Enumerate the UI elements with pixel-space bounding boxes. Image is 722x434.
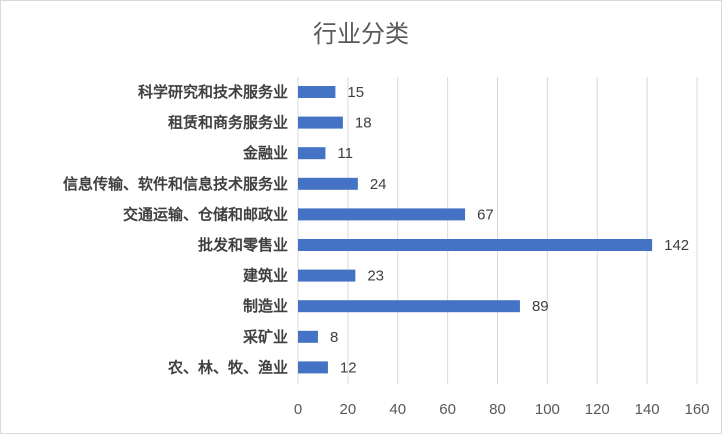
x-tick-label: 20 [340, 401, 357, 418]
bar [298, 116, 343, 129]
x-tick-label: 160 [684, 401, 709, 418]
bar [298, 177, 358, 190]
bar [298, 361, 328, 374]
x-tick-label: 80 [489, 401, 506, 418]
bar [298, 147, 326, 160]
x-tick-label: 100 [535, 401, 560, 418]
x-tick-label: 40 [389, 401, 406, 418]
category-label: 金融业 [242, 144, 288, 162]
gridlines [297, 77, 698, 384]
bar [298, 239, 653, 251]
category-label: 租赁和商务服务业 [168, 114, 288, 132]
category-label: 信息传输、软件和信息技术服务业 [63, 175, 288, 193]
data-label: 8 [330, 329, 338, 346]
x-tick-label: 140 [635, 401, 660, 418]
data-label: 89 [532, 298, 549, 315]
data-label: 142 [664, 237, 689, 254]
category-label: 制造业 [243, 297, 288, 315]
category-labels: 科学研究和技术服务业租赁和商务服务业金融业信息传输、软件和信息技术服务业交通运输… [63, 83, 288, 376]
x-tick-label: 60 [439, 401, 456, 418]
bar [298, 269, 356, 282]
bar [298, 300, 520, 313]
category-label: 批发和零售业 [198, 236, 288, 254]
x-tick-label: 120 [585, 401, 610, 418]
data-label: 18 [355, 115, 372, 132]
data-label: 24 [370, 176, 387, 193]
data-label: 67 [477, 206, 494, 223]
data-label: 11 [337, 145, 353, 162]
category-label: 交通运输、仓储和邮政业 [123, 205, 288, 223]
category-label: 采矿业 [242, 328, 288, 346]
bar [298, 330, 318, 343]
chart-title: 行业分类 [313, 20, 409, 48]
x-tick-label: 0 [294, 401, 302, 418]
data-label: 15 [347, 84, 364, 101]
category-label: 建筑业 [243, 267, 288, 285]
bar [298, 86, 336, 98]
bars [298, 86, 653, 374]
data-label: 12 [340, 359, 357, 376]
category-label: 科学研究和技术服务业 [138, 83, 288, 101]
x-tick-labels: 0 20 40 60 80 100 120 140 160 [294, 401, 710, 418]
data-label: 23 [367, 268, 384, 285]
bar [298, 208, 466, 221]
category-label: 农、林、牧、渔业 [167, 358, 288, 376]
